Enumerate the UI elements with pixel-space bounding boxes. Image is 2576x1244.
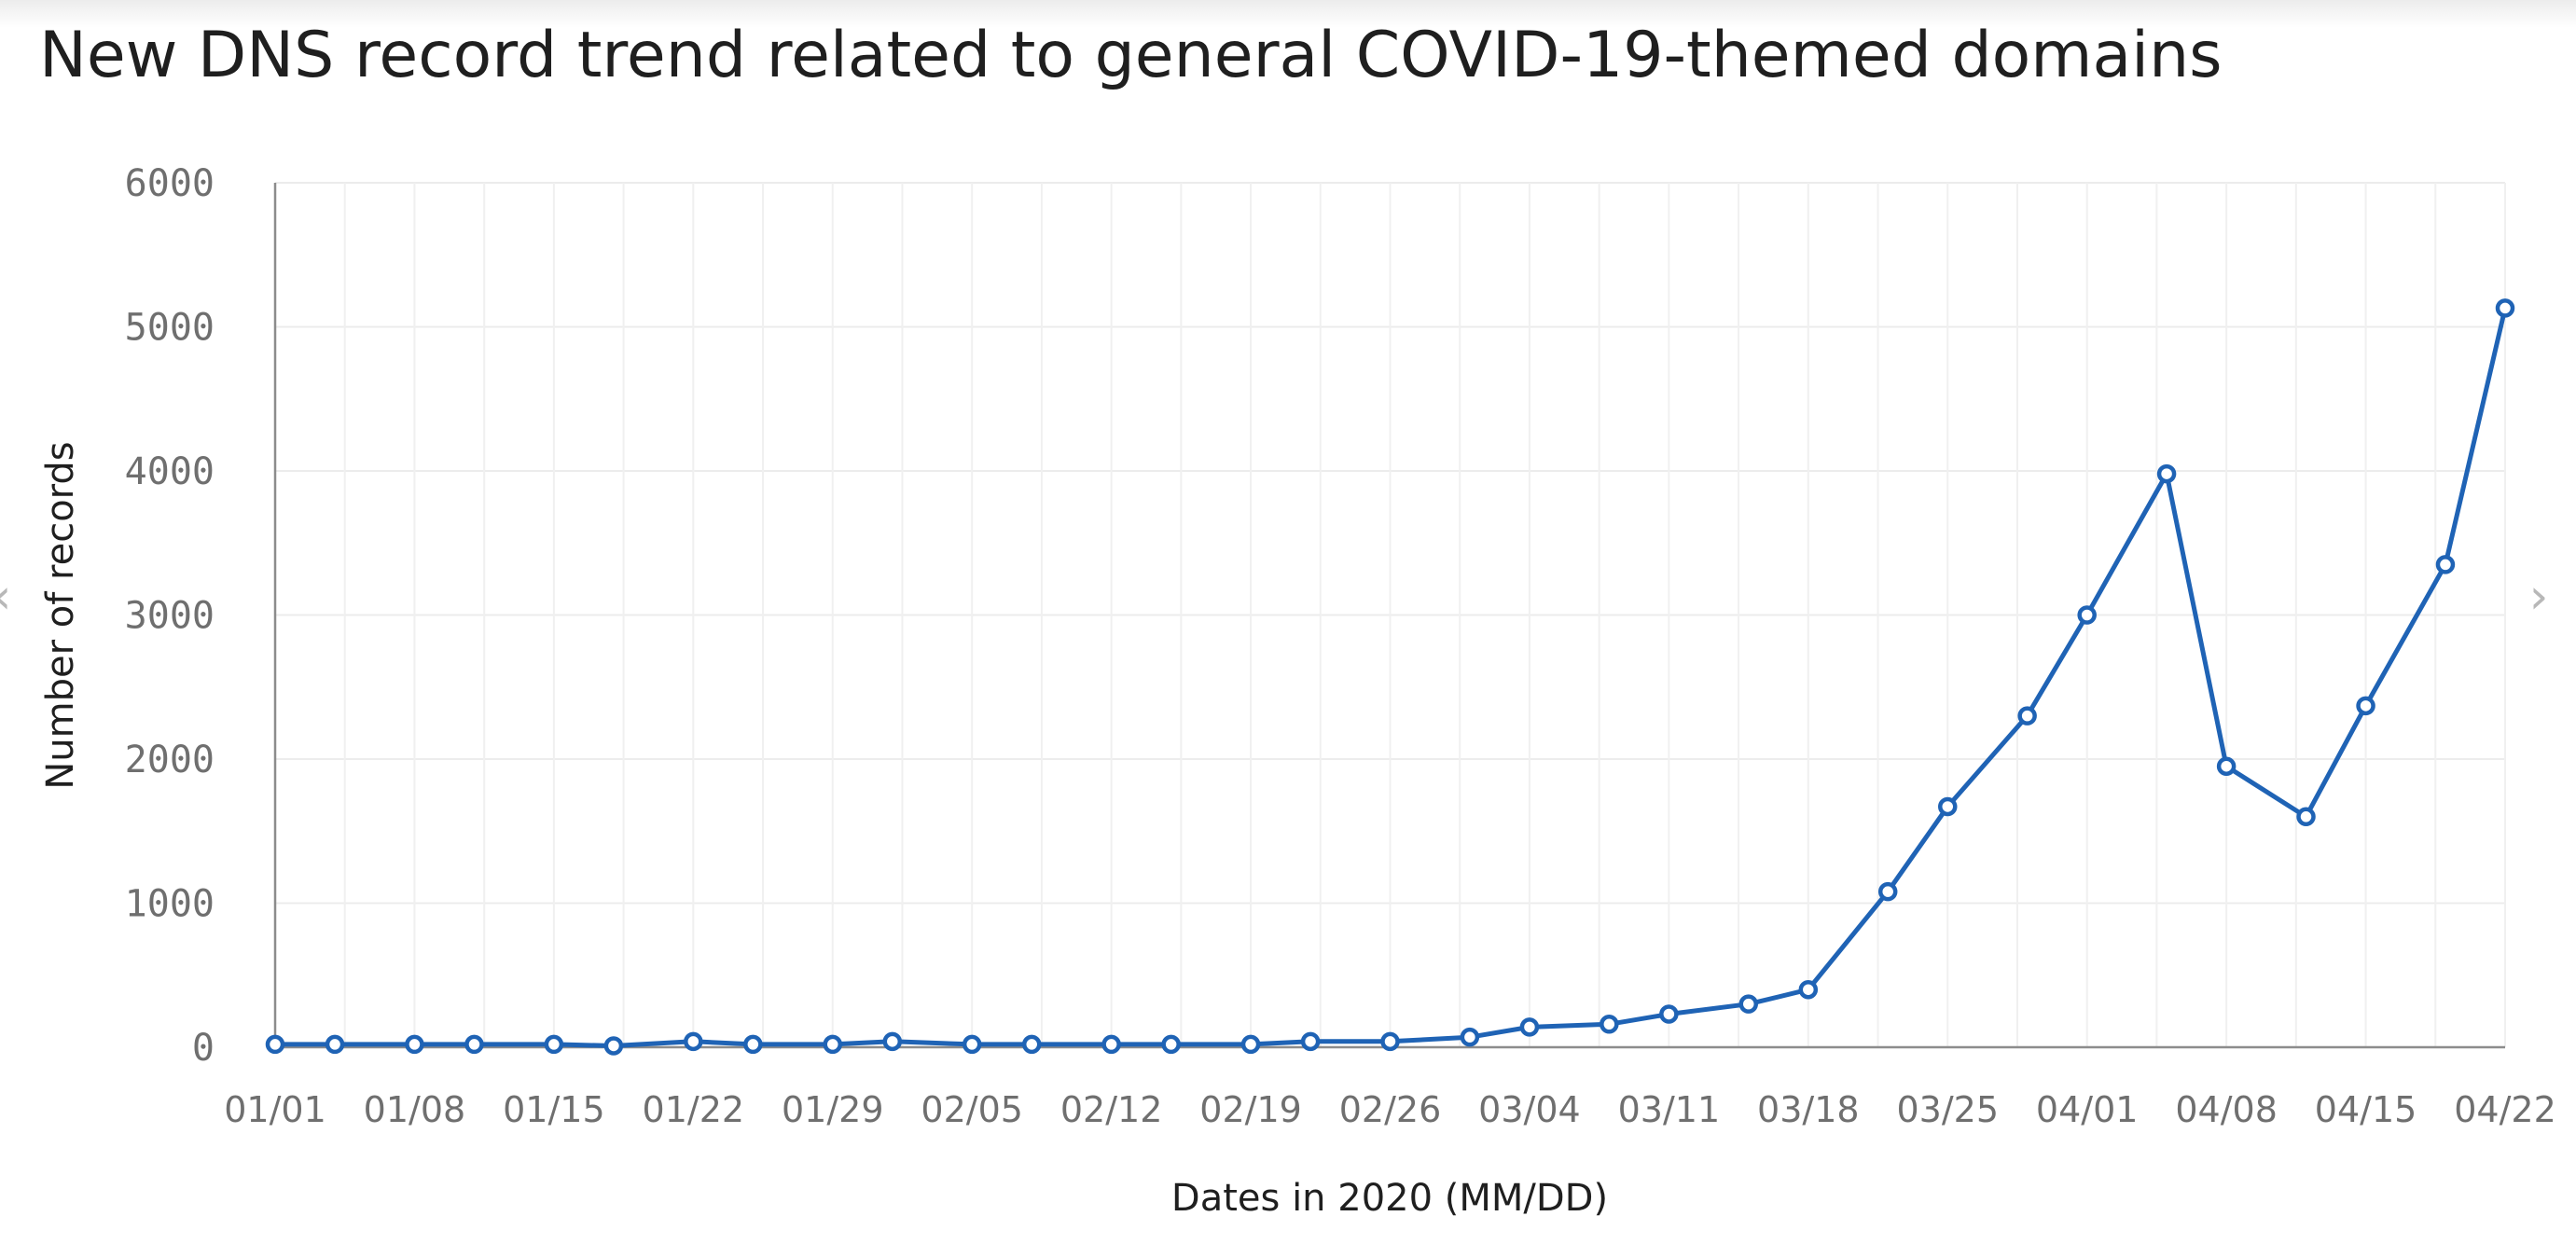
- data-point[interactable]: [1161, 1034, 1181, 1055]
- data-point[interactable]: [1460, 1027, 1480, 1047]
- data-point[interactable]: [2356, 696, 2375, 716]
- data-point[interactable]: [2156, 463, 2177, 484]
- x-axis-label: Dates in 2020 (MM/DD): [1171, 1177, 1608, 1220]
- data-point[interactable]: [2296, 807, 2316, 827]
- data-point[interactable]: [2216, 756, 2237, 776]
- x-tick-label: 04/15: [2315, 1089, 2417, 1130]
- data-point[interactable]: [1798, 979, 1819, 1000]
- gridlines: [275, 182, 2506, 1047]
- x-tick-label: 04/22: [2454, 1089, 2556, 1130]
- x-tick-label: 01/29: [782, 1089, 884, 1130]
- x-tick-label: 02/26: [1339, 1089, 1442, 1130]
- data-point[interactable]: [1519, 1017, 1540, 1037]
- chevron-right-icon[interactable]: ›: [2528, 569, 2549, 625]
- x-tick-labels: 01/01 01/08 01/15 01/22 01/29 02/05 02/12 02/19…: [224, 1089, 2556, 1130]
- y-tick-label: 0: [192, 1027, 215, 1070]
- x-tick-label: 04/01: [2036, 1089, 2139, 1130]
- x-tick-label: 01/01: [224, 1089, 326, 1130]
- data-point[interactable]: [1877, 881, 1898, 902]
- data-point[interactable]: [1240, 1034, 1261, 1055]
- x-tick-label: 03/25: [1896, 1089, 1999, 1130]
- data-point[interactable]: [1600, 1015, 1619, 1034]
- x-tick-label: 02/05: [921, 1089, 1023, 1130]
- y-axis-label: Number of records: [39, 441, 82, 789]
- data-point[interactable]: [1380, 1031, 1400, 1052]
- x-tick-label: 03/11: [1618, 1089, 1721, 1130]
- data-point[interactable]: [1738, 994, 1759, 1014]
- data-point[interactable]: [684, 1031, 703, 1052]
- y-tick-label: 5000: [125, 307, 215, 350]
- top-shade: [0, 0, 2576, 28]
- data-point[interactable]: [2495, 298, 2515, 318]
- data-point[interactable]: [603, 1036, 624, 1056]
- x-tick-label: 02/19: [1199, 1089, 1302, 1130]
- y-tick-label: 2000: [125, 739, 215, 781]
- data-point[interactable]: [2017, 706, 2037, 726]
- data-point[interactable]: [464, 1034, 484, 1055]
- x-tick-label: 02/12: [1060, 1089, 1163, 1130]
- x-tick-label: 04/08: [2175, 1089, 2278, 1130]
- data-point[interactable]: [2435, 555, 2456, 574]
- data-point[interactable]: [823, 1034, 842, 1055]
- y-tick-label: 1000: [125, 883, 215, 926]
- y-tick-label: 4000: [125, 450, 215, 493]
- data-point[interactable]: [1938, 796, 1958, 817]
- chevron-left-icon[interactable]: ‹: [0, 569, 21, 625]
- y-tick-label: 6000: [125, 162, 215, 205]
- x-tick-label: 01/08: [364, 1089, 466, 1130]
- data-point[interactable]: [544, 1034, 564, 1055]
- y-tick-label: 3000: [125, 595, 215, 638]
- x-tick-label: 03/04: [1478, 1089, 1581, 1130]
- data-point[interactable]: [265, 1034, 285, 1055]
- data-point[interactable]: [882, 1031, 903, 1052]
- data-point[interactable]: [405, 1034, 424, 1055]
- data-point[interactable]: [2077, 605, 2097, 625]
- x-tick-label: 01/15: [503, 1089, 605, 1130]
- data-point[interactable]: [1021, 1034, 1042, 1055]
- x-tick-label: 03/18: [1757, 1089, 1860, 1130]
- chart-title: New DNS record trend related to general …: [39, 19, 2223, 92]
- data-point[interactable]: [1659, 1004, 1679, 1024]
- y-tick-labels: 0 1000 2000 3000 4000 5000 6000: [125, 162, 215, 1070]
- data-point[interactable]: [325, 1034, 345, 1055]
- data-point[interactable]: [1300, 1031, 1321, 1052]
- data-point[interactable]: [743, 1034, 763, 1055]
- data-points: [265, 298, 2515, 1056]
- data-point[interactable]: [962, 1034, 982, 1055]
- x-tick-label: 01/22: [643, 1089, 745, 1130]
- data-point[interactable]: [1101, 1034, 1121, 1055]
